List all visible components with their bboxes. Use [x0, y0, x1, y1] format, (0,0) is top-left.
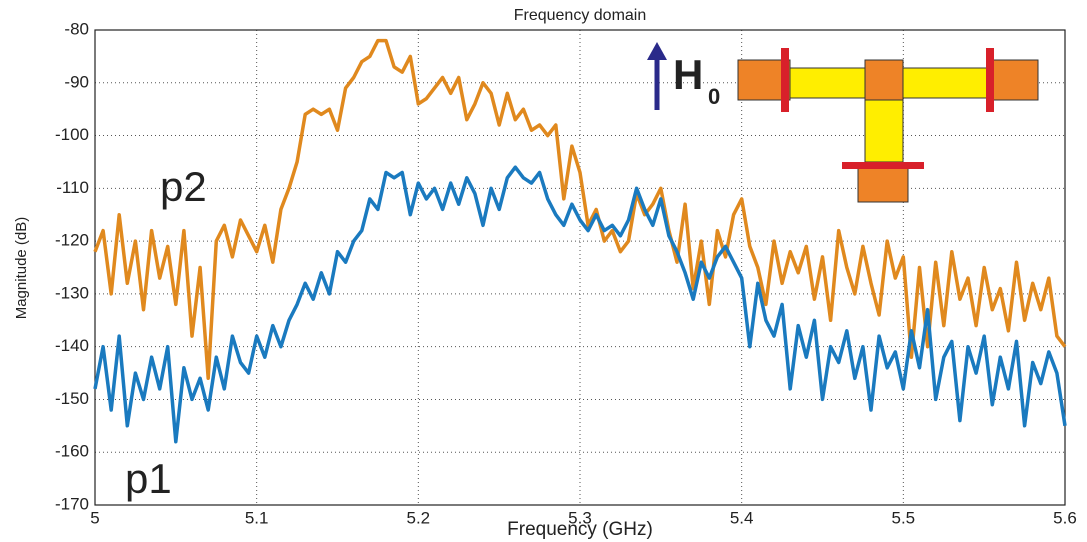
- field-subscript: 0: [708, 84, 720, 109]
- chart-title: Frequency domain: [514, 7, 647, 24]
- port: [988, 60, 1038, 100]
- x-tick-label: 5.6: [1053, 508, 1077, 527]
- comb: [790, 68, 865, 98]
- x-tick-label: 5.3: [568, 508, 592, 527]
- x-tick-label: 5.2: [407, 508, 431, 527]
- inset-diagram: H 0: [647, 42, 1038, 202]
- x-tick-label: 5.1: [245, 508, 269, 527]
- y-tick-label: -140: [55, 336, 89, 355]
- y-tick-label: -110: [56, 178, 89, 197]
- bar: [842, 162, 924, 169]
- y-tick-label: -90: [64, 72, 89, 91]
- y-tick-label: -170: [55, 494, 89, 513]
- comb: [865, 100, 903, 162]
- y-tick-label: -160: [55, 442, 89, 461]
- y-tick-label: -100: [55, 125, 89, 144]
- field-label: H: [673, 51, 703, 98]
- chart: Frequency domain Frequency (GHz) Magnitu…: [0, 0, 1087, 542]
- y-tick-label: -120: [55, 231, 89, 250]
- x-tick-label: 5.4: [730, 508, 754, 527]
- y-tick-label: -150: [55, 389, 89, 408]
- series-label: p2: [160, 163, 207, 210]
- x-tick-label: 5: [90, 508, 99, 527]
- field-arrow-head: [647, 42, 667, 60]
- x-tick-label: 5.5: [892, 508, 916, 527]
- y-tick-label: -80: [64, 19, 89, 38]
- series-label: p1: [125, 455, 172, 502]
- bar: [986, 48, 994, 112]
- series-line: [95, 167, 1065, 442]
- port: [865, 60, 903, 100]
- bar: [781, 48, 789, 112]
- port: [858, 168, 908, 202]
- y-tick-label: -130: [55, 283, 89, 302]
- comb: [903, 68, 988, 98]
- y-axis-label: Magnitude (dB): [13, 217, 30, 320]
